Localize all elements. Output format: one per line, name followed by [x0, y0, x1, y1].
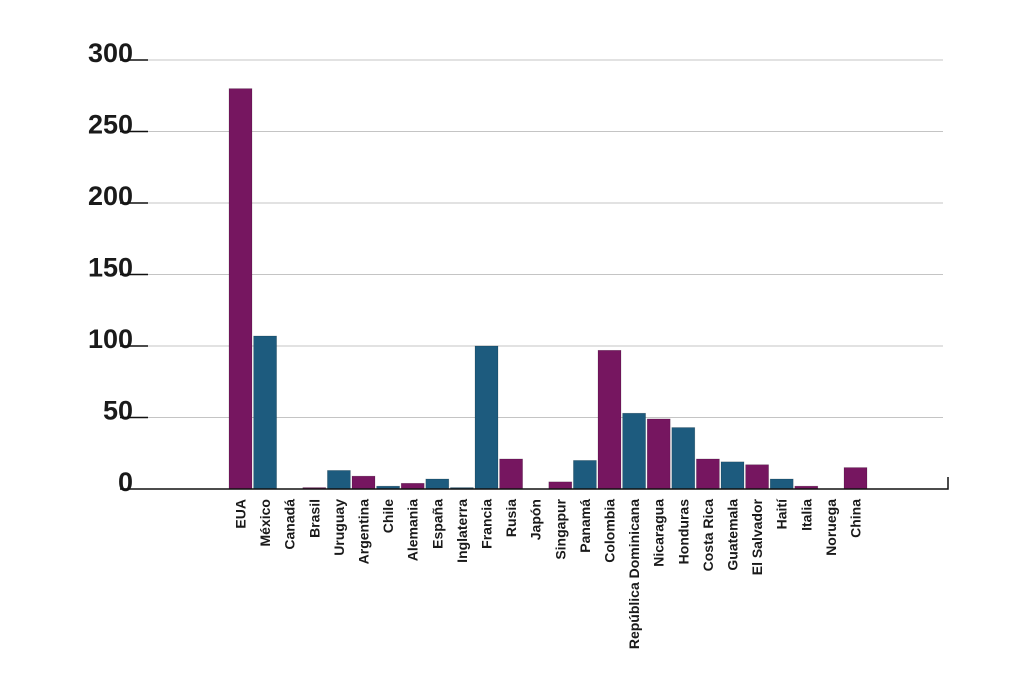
bar-costa-rica: [696, 458, 720, 490]
bar-méxico: [253, 335, 277, 490]
bar-el-salvador: [745, 464, 769, 490]
bar-españa: [425, 478, 450, 490]
x-tick-label: México: [257, 499, 273, 546]
bar-nicaragua: [646, 418, 671, 490]
bar-china: [843, 467, 868, 490]
x-tick-label: Alemania: [405, 499, 421, 561]
y-tick-label: 250: [88, 110, 133, 140]
bar-singapur: [548, 481, 573, 490]
y-tick-label: 300: [88, 38, 133, 68]
x-tick-label: Noruega: [823, 499, 839, 556]
bar-argentina: [351, 475, 376, 490]
y-tick-label: 200: [88, 181, 133, 211]
bar-panamá: [573, 460, 597, 490]
x-tick-label: Japón: [528, 499, 544, 540]
bar-haití: [769, 478, 794, 490]
bars: [228, 88, 868, 490]
bar-colombia: [597, 349, 622, 490]
x-tick-label: EUA: [233, 499, 249, 529]
x-tick-label: Argentina: [356, 499, 372, 565]
x-tick-label: República Dominicana: [626, 499, 642, 649]
x-tick-label: Panamá: [577, 499, 593, 553]
bar-uruguay: [327, 470, 351, 490]
x-tick-label: Guatemala: [725, 499, 741, 571]
x-tick-label: China: [848, 499, 864, 538]
y-tick-label: 100: [88, 324, 133, 354]
x-tick-label: España: [429, 499, 445, 549]
x-tick-label: Francia: [479, 499, 495, 549]
y-tick-label: 50: [103, 396, 133, 426]
bar-guatemala: [720, 461, 745, 490]
x-tick-label: El Salvador: [749, 498, 765, 575]
x-tick-label: Italia: [798, 499, 814, 531]
gridlines: [148, 59, 943, 418]
x-tick-label: Nicaragua: [651, 499, 667, 567]
x-tick-label: Haití: [774, 498, 790, 529]
x-tick-label: Chile: [380, 499, 396, 533]
y-axis-tick-labels: 0 50 100 150 200 250 300: [88, 38, 133, 497]
x-tick-label: Costa Rica: [700, 499, 716, 572]
x-tick-label: Uruguay: [331, 499, 347, 556]
x-tick-label: Canadá: [282, 499, 298, 550]
bar-alemania: [400, 482, 425, 490]
bar-rusia: [499, 458, 523, 490]
x-tick-label: Rusia: [503, 499, 519, 537]
axes: [120, 59, 949, 490]
bar-francia: [474, 345, 499, 490]
x-tick-label: Honduras: [675, 499, 691, 565]
x-axis-tick-labels: EUA México Canadá Brasil Uruguay Argentina Chi…: [233, 498, 864, 649]
x-tick-label: Brasil: [306, 499, 322, 538]
x-tick-label: Colombia: [602, 499, 618, 563]
x-axis-line: [148, 477, 949, 490]
bar-honduras: [671, 427, 696, 490]
x-tick-label: Inglaterra: [454, 499, 470, 563]
y-tick-label: 0: [118, 467, 133, 497]
bar-república-dominicana: [622, 412, 646, 490]
y-tick-label: 150: [88, 253, 133, 283]
x-tick-label: Singapur: [552, 498, 568, 559]
bar-eua: [228, 88, 253, 490]
